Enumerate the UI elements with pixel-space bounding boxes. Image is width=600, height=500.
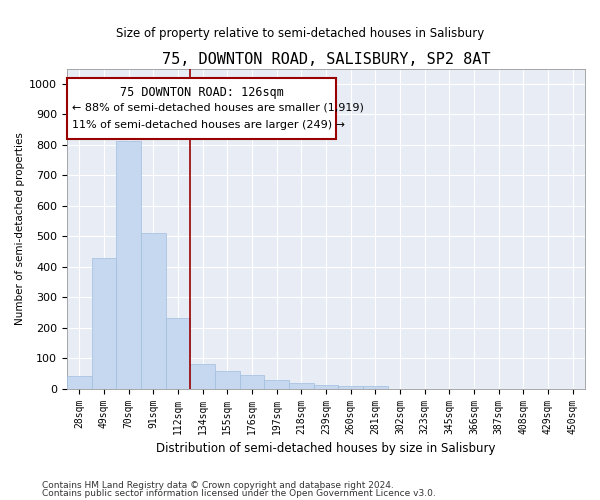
Bar [116, 141, 141, 388]
Bar [190, 364, 215, 388]
Bar [264, 380, 289, 388]
Title: 75, DOWNTON ROAD, SALISBURY, SP2 8AT: 75, DOWNTON ROAD, SALISBURY, SP2 8AT [161, 52, 490, 68]
Bar [338, 386, 363, 388]
X-axis label: Distribution of semi-detached houses by size in Salisbury: Distribution of semi-detached houses by … [156, 442, 496, 455]
FancyBboxPatch shape [67, 78, 337, 139]
Text: ← 88% of semi-detached houses are smaller (1,919): ← 88% of semi-detached houses are smalle… [72, 102, 364, 113]
Text: 11% of semi-detached houses are larger (249) →: 11% of semi-detached houses are larger (… [72, 120, 345, 130]
Bar [314, 385, 338, 388]
Bar [363, 386, 388, 388]
Y-axis label: Number of semi-detached properties: Number of semi-detached properties [15, 132, 25, 325]
Bar [215, 372, 239, 388]
Bar [67, 376, 92, 388]
Bar [166, 318, 190, 388]
Bar [141, 234, 166, 388]
Text: Contains HM Land Registry data © Crown copyright and database right 2024.: Contains HM Land Registry data © Crown c… [42, 480, 394, 490]
Text: Contains public sector information licensed under the Open Government Licence v3: Contains public sector information licen… [42, 489, 436, 498]
Bar [239, 376, 264, 388]
Bar [289, 382, 314, 388]
Bar [92, 258, 116, 388]
Text: Size of property relative to semi-detached houses in Salisbury: Size of property relative to semi-detach… [116, 28, 484, 40]
Text: 75 DOWNTON ROAD: 126sqm: 75 DOWNTON ROAD: 126sqm [119, 86, 284, 100]
